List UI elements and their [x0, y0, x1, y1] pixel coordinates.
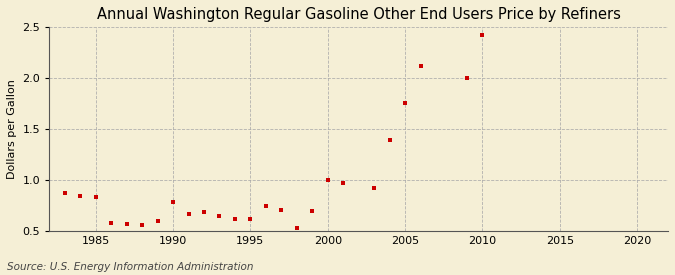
- Point: [152, 219, 163, 223]
- Point: [415, 64, 426, 68]
- Y-axis label: Dollars per Gallon: Dollars per Gallon: [7, 79, 17, 179]
- Point: [338, 181, 348, 185]
- Point: [307, 209, 318, 213]
- Point: [230, 217, 240, 221]
- Point: [167, 199, 178, 204]
- Point: [106, 221, 117, 225]
- Point: [122, 222, 132, 226]
- Point: [400, 101, 410, 105]
- Point: [90, 194, 101, 199]
- Point: [477, 33, 488, 38]
- Point: [462, 76, 472, 81]
- Point: [137, 223, 148, 227]
- Text: Source: U.S. Energy Information Administration: Source: U.S. Energy Information Administ…: [7, 262, 253, 272]
- Point: [292, 226, 302, 230]
- Point: [59, 191, 70, 196]
- Point: [198, 210, 209, 214]
- Point: [245, 217, 256, 221]
- Point: [276, 208, 287, 212]
- Point: [214, 214, 225, 218]
- Point: [261, 204, 271, 208]
- Point: [369, 186, 379, 191]
- Point: [183, 212, 194, 216]
- Point: [384, 138, 395, 143]
- Title: Annual Washington Regular Gasoline Other End Users Price by Refiners: Annual Washington Regular Gasoline Other…: [97, 7, 620, 22]
- Point: [323, 178, 333, 182]
- Point: [75, 193, 86, 198]
